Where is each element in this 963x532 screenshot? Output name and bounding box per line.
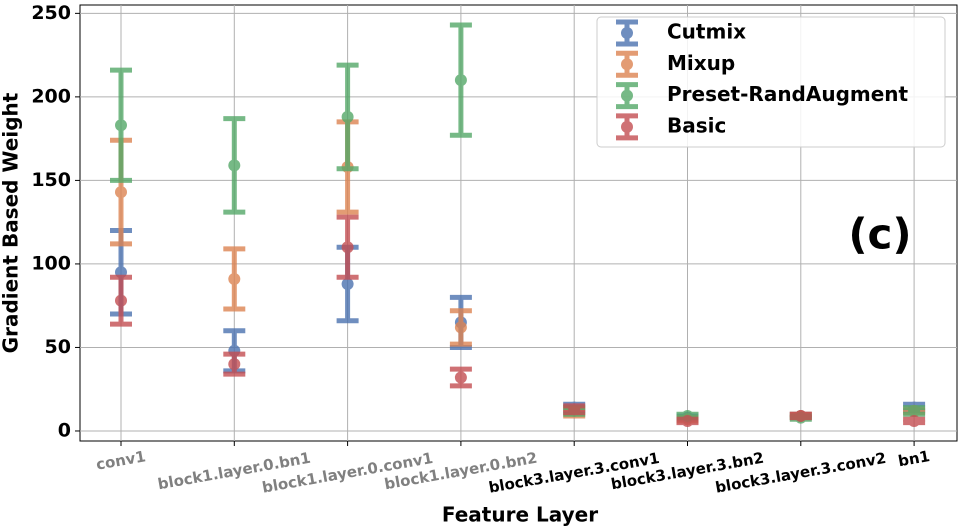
y-axis-label: Gradient Based Weight [0, 92, 23, 353]
point [568, 403, 581, 416]
legend-label: Basic [667, 113, 726, 137]
legend-icon [616, 82, 638, 110]
point [681, 414, 694, 427]
point [341, 241, 354, 254]
point [115, 186, 127, 199]
plot-frame [79, 4, 958, 442]
legend-label: Preset-RandAugment [667, 82, 909, 106]
point [228, 272, 241, 285]
legend-icon [616, 19, 638, 47]
legend-icon [616, 50, 638, 78]
series [110, 214, 926, 427]
legend-label: Mixup [667, 51, 735, 75]
point [908, 414, 921, 427]
point [115, 119, 127, 132]
y-tick-label: 250 [31, 2, 71, 24]
x-tick-label: conv1 [95, 447, 147, 473]
point [454, 74, 467, 87]
y-tick-label: 0 [58, 419, 71, 441]
point [115, 294, 127, 307]
legend-marker [621, 120, 633, 133]
legend-marker [621, 89, 633, 102]
x-axis-label: Feature Layer [442, 503, 598, 527]
legend-label: Cutmix [667, 20, 746, 44]
point [908, 404, 921, 417]
legend-marker [621, 27, 633, 39]
point [228, 159, 241, 172]
y-tick-label: 100 [31, 252, 71, 274]
legend-icon [616, 113, 638, 141]
point [228, 358, 241, 371]
annotation: (c) [848, 210, 911, 259]
y-tick-label: 50 [45, 336, 71, 358]
legend-marker [621, 58, 633, 71]
y-tick-label: 200 [31, 85, 71, 107]
point [341, 277, 354, 290]
point [341, 110, 354, 123]
y-tick-label: 150 [31, 169, 71, 191]
legend-box [596, 16, 946, 148]
point [454, 371, 467, 384]
point [794, 409, 807, 422]
point [454, 321, 467, 334]
x-tick-label: bn1 [897, 447, 932, 470]
